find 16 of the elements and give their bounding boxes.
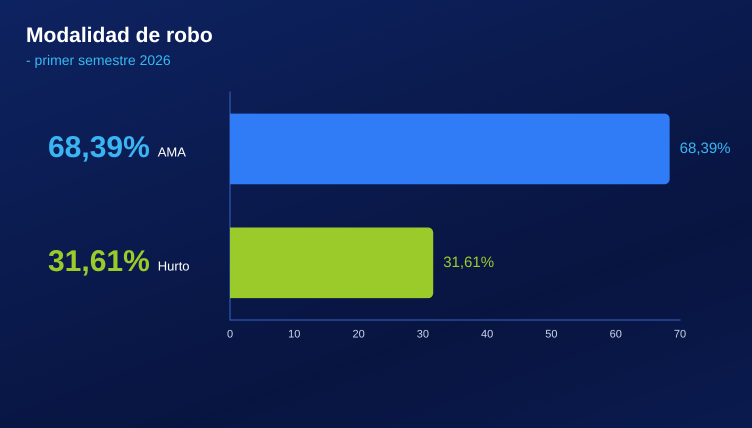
x-tick-label: 60: [610, 328, 622, 340]
x-tick-label: 20: [352, 328, 365, 340]
x-tick-label: 40: [481, 328, 494, 340]
chart-title: Modalidad de robo: [26, 24, 213, 48]
x-tick-label: 50: [545, 328, 558, 340]
text: 31,61%: [443, 254, 494, 271]
x-tick-label: 10: [288, 328, 300, 340]
data-label: 68,39%: [48, 131, 150, 164]
x-tick-label: 30: [416, 328, 429, 340]
x-tick-label: 0: [226, 328, 234, 340]
x-tick-label: 70: [674, 328, 686, 340]
y-tick-label: AMA: [158, 144, 186, 160]
text: - primer semestre 2026: [26, 52, 171, 68]
text: 68,39%: [680, 140, 731, 158]
y-tick-label: Hurto: [158, 258, 190, 274]
data-label: 31,61%: [48, 245, 150, 278]
